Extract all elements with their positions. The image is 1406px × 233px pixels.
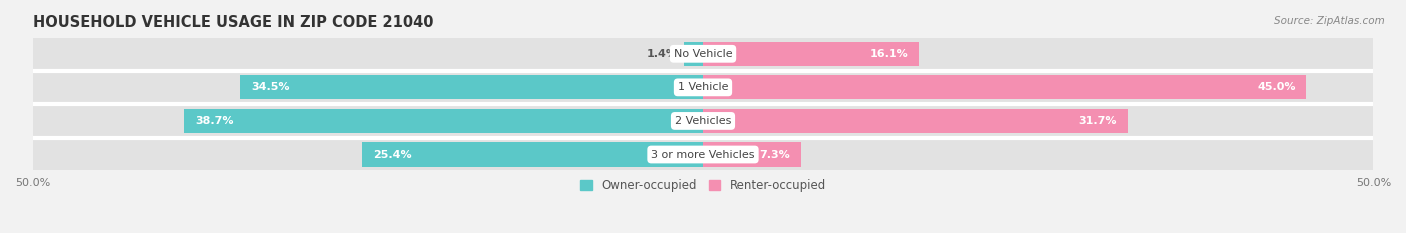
Text: 34.5%: 34.5% — [252, 82, 290, 92]
Bar — [240, 75, 703, 99]
Bar — [703, 75, 1306, 99]
Bar — [703, 139, 1374, 171]
Text: 3 or more Vehicles: 3 or more Vehicles — [651, 150, 755, 160]
Bar — [184, 109, 703, 133]
Bar — [703, 109, 1128, 133]
Bar — [685, 42, 703, 66]
Text: Source: ZipAtlas.com: Source: ZipAtlas.com — [1274, 16, 1385, 26]
Bar — [32, 139, 703, 171]
Text: 7.3%: 7.3% — [759, 150, 790, 160]
Text: 1 Vehicle: 1 Vehicle — [678, 82, 728, 92]
Bar — [703, 38, 1374, 70]
Bar — [703, 72, 1374, 103]
Text: 25.4%: 25.4% — [373, 150, 412, 160]
Text: 16.1%: 16.1% — [869, 49, 908, 59]
Bar — [703, 142, 801, 167]
Bar — [703, 105, 1374, 137]
Bar — [32, 72, 703, 103]
Bar — [703, 42, 920, 66]
Legend: Owner-occupied, Renter-occupied: Owner-occupied, Renter-occupied — [579, 179, 827, 192]
Bar — [32, 105, 703, 137]
Bar — [32, 38, 703, 70]
Text: No Vehicle: No Vehicle — [673, 49, 733, 59]
Text: HOUSEHOLD VEHICLE USAGE IN ZIP CODE 21040: HOUSEHOLD VEHICLE USAGE IN ZIP CODE 2104… — [32, 15, 433, 30]
Text: 31.7%: 31.7% — [1078, 116, 1118, 126]
Bar — [363, 142, 703, 167]
Text: 2 Vehicles: 2 Vehicles — [675, 116, 731, 126]
Text: 45.0%: 45.0% — [1257, 82, 1295, 92]
Text: 1.4%: 1.4% — [647, 49, 678, 59]
Text: 38.7%: 38.7% — [195, 116, 233, 126]
